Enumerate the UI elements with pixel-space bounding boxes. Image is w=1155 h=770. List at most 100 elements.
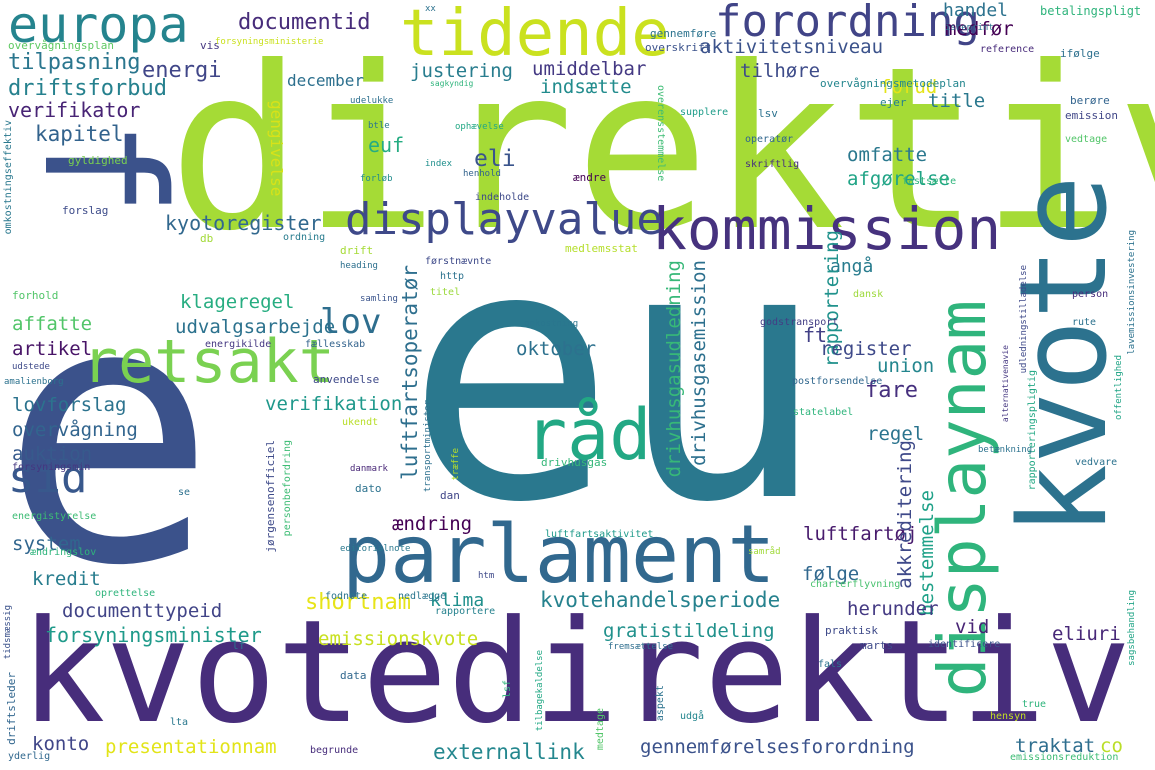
word-bestemmelse: bestemmelse bbox=[916, 490, 938, 616]
word-ukendt: ukendt bbox=[342, 417, 379, 428]
word-verifikator: verifikator bbox=[8, 98, 141, 122]
word-se: se bbox=[178, 487, 191, 498]
word-system: system bbox=[12, 533, 81, 555]
word-register: register bbox=[820, 338, 912, 360]
word-gyldighed: gyldighed bbox=[68, 154, 128, 167]
word-gennemføre: gennemføre bbox=[650, 27, 717, 40]
word-ifølge: ifølge bbox=[1060, 47, 1100, 60]
word-supplere: supplere bbox=[680, 107, 729, 118]
word-konto: konto bbox=[32, 733, 90, 755]
word-overvågning: overvågning bbox=[12, 419, 138, 441]
word-luftfartøj: luftfartøj bbox=[803, 523, 918, 545]
word-f: f bbox=[7, 118, 199, 218]
word-overvågningsplan: overvågningsplan bbox=[8, 39, 114, 52]
word-anvendelse: anvendelse bbox=[313, 373, 380, 386]
word-identificere: identificere bbox=[928, 639, 1001, 650]
word-handel: handel bbox=[943, 0, 1009, 21]
word-ændring: ændring bbox=[392, 513, 473, 535]
word-traktat: traktat bbox=[1015, 735, 1096, 757]
word-justering: justering bbox=[410, 60, 513, 82]
word-energistyrelse: energistyrelse bbox=[12, 511, 97, 522]
word-rapportere: rapportere bbox=[435, 606, 496, 617]
word-luftfartsoperatør: luftfartsoperatør bbox=[398, 265, 422, 480]
word-praktisk: praktisk bbox=[825, 624, 878, 637]
word-gennemførelsesforordning: gennemførelsesforordning bbox=[640, 736, 915, 758]
word-lta: lta bbox=[170, 717, 189, 728]
word-fremsættelse: fremsættelse bbox=[608, 642, 674, 652]
word-drift: drift bbox=[340, 244, 374, 257]
word-eu: eu bbox=[405, 171, 827, 579]
word-energikilde: energikilde bbox=[205, 339, 272, 350]
word-gengivelse: gengivelse bbox=[267, 100, 286, 197]
word-eliuri: eliuri bbox=[1052, 623, 1121, 645]
word-vedvare: vedvare bbox=[1075, 457, 1118, 468]
word-sagkyndig: sagkyndig bbox=[430, 79, 474, 88]
word-tilbagekaldelse: tilbagekaldelse bbox=[535, 650, 545, 732]
word-oktober: oktober bbox=[516, 338, 597, 360]
word-omkostning: omkostning bbox=[524, 319, 579, 329]
word-alternativenavie: alternativenavie bbox=[1001, 345, 1010, 423]
word-ophævelse: ophævelse bbox=[455, 122, 504, 132]
word-driftsleder: driftsleder bbox=[5, 672, 18, 745]
word-begrunde: begrunde bbox=[310, 745, 359, 756]
word-offentlighed: offentlighed bbox=[1114, 355, 1124, 421]
word-statelabel: statelabel bbox=[793, 407, 854, 418]
word-jørgensenofficiel: jørgensenofficiel bbox=[264, 440, 277, 553]
word-berøre: berøre bbox=[1070, 94, 1110, 107]
word-lf: lf bbox=[232, 639, 246, 652]
word-ordning: ordning bbox=[283, 232, 326, 243]
word-auktion: auktion bbox=[12, 443, 93, 465]
word-henhold: henhold bbox=[463, 169, 501, 179]
word-tidsmæssig: tidsmæssig bbox=[3, 605, 13, 660]
word-forsyningsmin: forsyningsmin bbox=[12, 462, 91, 473]
word-driftsforbud: driftsforbud bbox=[8, 76, 167, 101]
word-person: person bbox=[1072, 289, 1109, 300]
word-ft: ft bbox=[803, 323, 828, 347]
word-tilpasning: tilpasning bbox=[8, 50, 141, 75]
word-externallink: externallink bbox=[433, 740, 585, 764]
word-vedtage: vedtage bbox=[1065, 134, 1108, 145]
word-luftfartsaktivitet: luftfartsaktivitet bbox=[545, 529, 654, 540]
word-ændringslov: ændringslov bbox=[30, 547, 97, 558]
word-kyotoregister: kyotoregister bbox=[165, 211, 322, 235]
word-udstede: udstede bbox=[12, 362, 50, 372]
word-gratistildeling: gratistildeling bbox=[603, 620, 775, 642]
word-følge: følge bbox=[802, 563, 860, 585]
word-eli: eli bbox=[474, 146, 516, 172]
word-december: december bbox=[287, 71, 365, 90]
word-udelukke: udelukke bbox=[350, 96, 394, 106]
word-yderlig: yderlig bbox=[8, 751, 51, 762]
word-energi: energi bbox=[142, 58, 222, 83]
word-umiddelbar: umiddelbar bbox=[532, 58, 647, 80]
word-lsv: lsv bbox=[758, 107, 778, 120]
word-tilhøre: tilhøre bbox=[740, 60, 821, 82]
word-retsakt: retsakt bbox=[82, 327, 335, 397]
word-træffe: træffe bbox=[451, 448, 461, 481]
word-udledningstilladelse: udledningstilladelse bbox=[1019, 265, 1029, 374]
word-shortnam: shortnam bbox=[305, 590, 411, 615]
word-godstransport: godstransport bbox=[760, 317, 839, 328]
word-betalingspligt: betalingspligt bbox=[1040, 4, 1142, 18]
word-btle: btle bbox=[368, 121, 390, 131]
word-afgørelse: afgørelse bbox=[847, 168, 950, 190]
word-union: union bbox=[877, 355, 935, 377]
word-lov: lov bbox=[320, 302, 382, 342]
word-forud: forud bbox=[880, 76, 938, 98]
word-drivhusgasudledning: drivhusgasudledning bbox=[663, 260, 685, 478]
word-vis: vis bbox=[200, 39, 220, 52]
word-presentationnam: presentationnam bbox=[105, 736, 277, 758]
word-isreprint: isreprint bbox=[945, 23, 994, 33]
word-emissionsreduktion: emissionsreduktion bbox=[1010, 752, 1119, 763]
word-fællesskab: fællesskab bbox=[305, 339, 366, 350]
word-personbefordring: personbefordring bbox=[282, 440, 293, 537]
word-omkostningseffektiv: omkostningseffektiv bbox=[3, 120, 14, 235]
word-documenttypeid: documenttypeid bbox=[62, 600, 223, 622]
word-index: index bbox=[425, 159, 453, 169]
word-medtage: medtage bbox=[595, 708, 606, 751]
word-forsyningsministerie: forsyningsministerie bbox=[215, 37, 324, 47]
word-transportminister: transportminister bbox=[423, 400, 433, 493]
word-titel: titel bbox=[430, 287, 461, 298]
word-fodnote: fodnote bbox=[325, 591, 368, 602]
word-forløb: forløb bbox=[360, 174, 393, 184]
word-indeholde: indeholde bbox=[475, 192, 530, 203]
